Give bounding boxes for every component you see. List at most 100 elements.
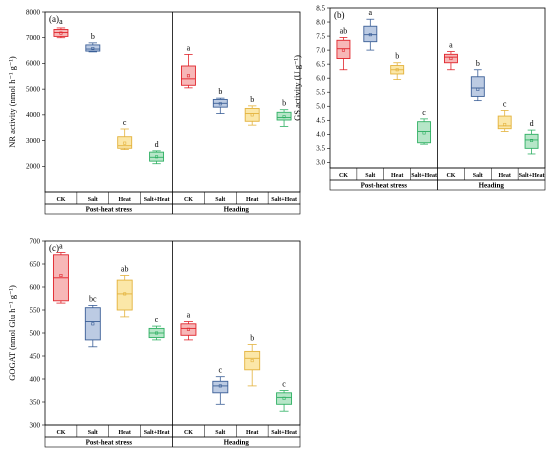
significance-letter: a <box>187 311 191 320</box>
category-label: Heat <box>246 197 258 203</box>
panel-label: (b) <box>334 10 345 20</box>
box-Salt+Heat: d <box>149 140 165 165</box>
mean-marker <box>59 273 63 277</box>
category-label: Salt+Heat <box>271 197 297 203</box>
significance-letter: b <box>476 59 480 68</box>
category-label: Salt+Heat <box>144 430 170 436</box>
box-Salt: bc <box>84 294 101 348</box>
group-label: Heading <box>479 182 505 190</box>
significance-letter: b <box>250 334 254 343</box>
y-tick-label: 5000 <box>26 85 41 93</box>
box-Heat: b <box>244 334 261 387</box>
box-Heat: c <box>497 99 512 132</box>
panel-0: 2000 3000 4000 5000 6000 7000 8000 NR activity … <box>7 8 301 215</box>
category-label: Salt <box>365 173 375 179</box>
box-Salt+Heat: d <box>524 119 539 155</box>
box-iqr <box>417 121 432 144</box>
mean-marker <box>186 74 190 78</box>
box-iqr <box>149 151 165 162</box>
category-label: CK <box>184 197 193 203</box>
box-iqr <box>276 392 293 405</box>
mean-marker <box>282 396 286 400</box>
box-CK: a <box>180 43 196 89</box>
panel-1: 3.0 3.5 4.0 4.5 5.0 5.5 6.0 6.5 7.0 7.5 8.0 8.5 GS a… <box>292 4 546 191</box>
mean-marker <box>422 131 426 135</box>
category-label: Heat <box>119 430 131 436</box>
box-CK: a <box>52 242 69 304</box>
significance-letter: c <box>503 99 507 108</box>
category-label: Salt+Heat <box>144 197 170 203</box>
group-label: Post-heat stress <box>86 439 133 447</box>
panel-label: (a) <box>49 14 59 24</box>
box-Salt+Heat: c <box>148 315 165 341</box>
y-tick-label: 4.0 <box>316 131 325 139</box>
box-iqr <box>363 25 378 43</box>
mean-marker <box>449 57 453 61</box>
category-label: Salt <box>215 197 225 203</box>
significance-letter: a <box>449 41 453 50</box>
box-iqr <box>524 133 539 149</box>
y-tick-label: 5.0 <box>316 103 325 111</box>
y-tick-label: 4.5 <box>316 117 325 125</box>
box-CK: a <box>180 311 197 341</box>
mean-marker <box>91 47 95 51</box>
box-Salt: a <box>363 8 378 51</box>
box-CK: ab <box>336 26 351 71</box>
box-iqr <box>276 111 292 121</box>
y-tick-label: 2000 <box>26 163 41 171</box>
category-label: CK <box>184 430 193 436</box>
box-iqr <box>497 115 512 130</box>
panel-label: (c) <box>49 243 59 253</box>
category-label: Salt+Heat <box>519 173 545 179</box>
y-axis-label: GS activity (U g⁻¹) <box>292 55 302 121</box>
box-Heat: b <box>390 52 405 80</box>
panel-2: 300 350 400 450 500 550 600 650 700 GOGAT (nmol G… <box>7 237 301 448</box>
y-tick-label: 8.0 <box>316 18 325 26</box>
category-label: Salt+Heat <box>271 430 297 436</box>
y-axis-label: NR activity (nmol h⁻¹ g⁻¹) <box>7 56 17 148</box>
y-tick-label: 7000 <box>26 34 41 42</box>
mean-marker <box>123 292 127 296</box>
group-label: Post-heat stress <box>86 206 133 214</box>
mean-marker <box>503 122 507 126</box>
y-tick-label: 350 <box>30 398 41 406</box>
y-tick-label: 300 <box>30 421 41 429</box>
category-label: CK <box>56 430 65 436</box>
box-Heat: b <box>244 95 260 126</box>
mean-marker <box>155 331 159 335</box>
box-Salt+Heat: c <box>417 108 432 145</box>
category-label: Heat <box>391 173 403 179</box>
box-Salt: b <box>470 59 485 102</box>
significance-letter: a <box>59 242 63 251</box>
category-label: CK <box>446 173 455 179</box>
y-tick-label: 450 <box>30 352 41 360</box>
box-Salt: c <box>212 366 229 405</box>
significance-letter: b <box>91 32 95 41</box>
significance-letter: b <box>250 95 254 104</box>
mean-marker <box>218 384 222 388</box>
box-Heat: c <box>117 118 133 150</box>
category-label: Salt <box>215 430 225 436</box>
y-tick-label: 550 <box>30 306 41 314</box>
y-tick-label: 650 <box>30 260 41 268</box>
box-Salt+Heat: b <box>276 99 292 127</box>
box-iqr <box>470 76 485 97</box>
mean-marker <box>250 359 254 363</box>
y-tick-label: 3.0 <box>316 159 325 167</box>
category-label: CK <box>339 173 348 179</box>
significance-letter: b <box>218 87 222 96</box>
group-row <box>44 436 301 448</box>
significance-letter: c <box>219 366 223 375</box>
mean-marker <box>250 113 254 117</box>
significance-letter: c <box>282 380 286 389</box>
category-label: Salt <box>88 197 98 203</box>
mean-marker <box>218 102 222 106</box>
category-label: CK <box>56 197 65 203</box>
box-iqr <box>85 44 101 52</box>
mean-marker <box>186 327 190 331</box>
box-Salt+Heat: c <box>276 380 293 412</box>
mean-marker <box>530 138 534 142</box>
y-tick-label: 4000 <box>26 111 41 119</box>
y-tick-label: 700 <box>30 237 41 245</box>
